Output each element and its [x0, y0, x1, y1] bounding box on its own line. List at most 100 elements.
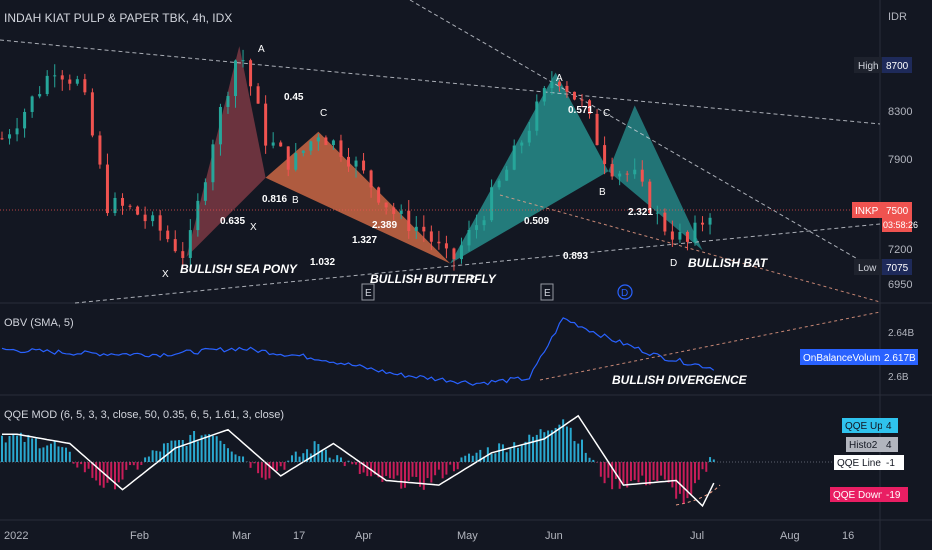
candle-body — [633, 169, 637, 175]
candle-body — [331, 140, 335, 146]
qqe-bar — [242, 456, 245, 462]
qqe-divergence-arrow — [675, 484, 721, 506]
candle-body — [512, 145, 516, 170]
qqe-legend-label: QQE Down — [833, 490, 884, 501]
qqe-bar — [641, 462, 644, 476]
qqe-bar — [132, 462, 135, 466]
qqe-bar — [629, 462, 632, 482]
qqe-bar — [98, 462, 101, 486]
candle-body — [181, 251, 185, 258]
qqe-bar — [392, 462, 395, 479]
candle-body — [640, 169, 644, 182]
qqe-bar — [328, 457, 331, 462]
price-tick: 7900 — [888, 154, 912, 166]
time-tick: Jul — [690, 530, 704, 542]
ratio-label: 0.893 — [563, 251, 588, 262]
obv-badge-value: 2.617B — [884, 353, 916, 364]
qqe-bar — [437, 462, 440, 470]
candle-body — [701, 222, 705, 225]
low-value: 7075 — [886, 263, 909, 274]
time-tick: Apr — [355, 530, 372, 542]
candle-body — [693, 222, 697, 242]
candle-body — [565, 85, 569, 92]
divergence-annotation: BULLISH DIVERGENCE — [612, 373, 748, 387]
qqe-bar — [298, 456, 301, 462]
qqe-bar — [464, 455, 467, 462]
candle-body — [542, 88, 546, 102]
qqe-legend-value: -1 — [886, 458, 895, 469]
qqe-bar — [535, 434, 538, 462]
earnings-marker-box[interactable] — [540, 283, 554, 301]
qqe-bar — [125, 462, 128, 470]
qqe-bar — [46, 445, 49, 462]
qqe-bar — [441, 462, 444, 479]
candle-body — [588, 100, 592, 114]
time-tick: Jun — [545, 530, 563, 542]
qqe-bar — [291, 455, 293, 462]
qqe-bar — [366, 462, 369, 477]
candle-body — [294, 152, 298, 170]
candle-body — [53, 75, 57, 77]
obv-tick: 2.64B — [888, 328, 914, 339]
qqe-bar — [230, 451, 233, 462]
price-tick: 6950 — [888, 279, 912, 291]
candle-body — [45, 75, 49, 95]
candle-body — [211, 144, 215, 183]
qqe-bar — [652, 462, 655, 481]
candle-body — [505, 169, 509, 181]
qqe-bar — [633, 462, 636, 480]
pattern-label-butterfly: BULLISH BUTTERFLY — [370, 272, 497, 286]
qqe-bar — [528, 434, 531, 462]
qqe-bar — [562, 419, 565, 462]
candle-body — [459, 245, 463, 260]
qqe-bar — [42, 447, 45, 462]
candle-body — [30, 96, 34, 112]
bar-countdown: 03:58:26 — [883, 220, 918, 230]
sea-pony-xab — [186, 46, 266, 257]
qqe-bar — [637, 462, 640, 483]
obv-tick: 2.6B — [888, 372, 909, 383]
qqe-bar — [388, 462, 391, 479]
qqe-bar — [622, 462, 625, 484]
time-tick: 17 — [293, 530, 305, 542]
qqe-bar — [543, 432, 546, 462]
candle-body — [437, 241, 441, 244]
pattern-label-sea-pony: BULLISH SEA PONY — [180, 262, 298, 276]
candle-body — [136, 206, 140, 215]
earnings-marker-box[interactable] — [361, 283, 375, 301]
qqe-bar — [8, 436, 11, 462]
qqe-bar — [196, 441, 199, 462]
qqe-bar — [166, 442, 169, 462]
qqe-bar — [509, 448, 512, 462]
qqe-bar — [31, 438, 34, 462]
qqe-bar — [61, 447, 64, 462]
qqe-bar — [671, 462, 674, 488]
qqe-bar — [483, 456, 486, 462]
candle-body — [550, 81, 554, 89]
qqe-bar — [1, 435, 3, 462]
qqe-bar — [569, 427, 572, 462]
qqe-bar — [599, 462, 602, 477]
time-tick: May — [457, 530, 478, 542]
qqe-bar — [129, 462, 132, 466]
high-value: 8700 — [886, 61, 909, 72]
qqe-bar — [667, 462, 670, 483]
qqe-bar — [294, 451, 297, 462]
qqe-bar — [690, 462, 693, 495]
candle-body — [203, 182, 207, 201]
candle-body — [324, 137, 328, 146]
qqe-bar — [268, 462, 271, 479]
candle-body — [595, 113, 599, 146]
obv-title: OBV (SMA, 5) — [4, 317, 74, 329]
qqe-bar — [660, 462, 663, 476]
dividend-marker[interactable] — [617, 284, 633, 300]
qqe-bar — [475, 452, 478, 462]
candle-body — [399, 210, 403, 214]
qqe-bar — [452, 462, 455, 472]
qqe-bar — [226, 448, 229, 462]
candle-body — [580, 99, 584, 101]
qqe-bar — [279, 462, 282, 467]
qqe-bar — [113, 462, 116, 490]
candle-body — [467, 229, 471, 246]
